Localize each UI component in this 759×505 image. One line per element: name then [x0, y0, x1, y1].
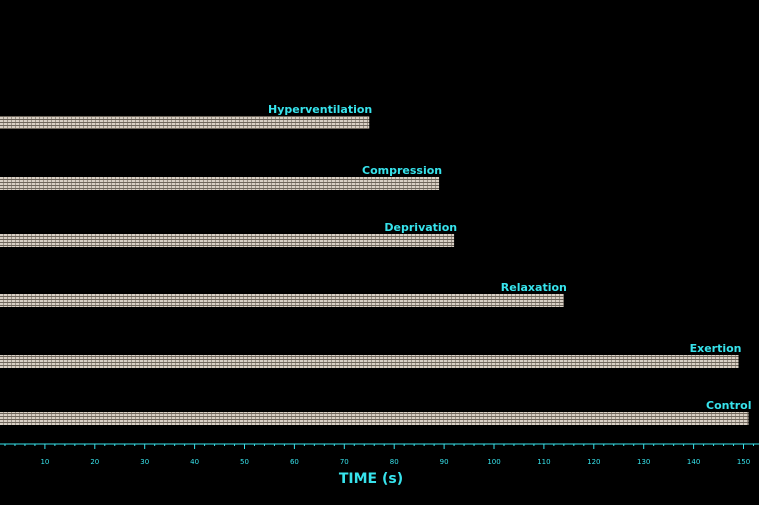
x-tick-label-100: 100 [487, 458, 500, 466]
x-axis: 10 20 30 40 50 60 70 80 90 100 110 120 130 140 150 [0, 443, 759, 466]
bar-compression [0, 177, 440, 190]
bar-control [0, 412, 749, 425]
category-label-hyperventilation: Hyperventilation [268, 103, 372, 116]
x-tick-label-90: 90 [440, 458, 449, 466]
bars-layer [0, 116, 749, 425]
category-label-compression: Compression [362, 164, 442, 177]
bar-deprivation [0, 234, 455, 247]
x-tick-label-50: 50 [240, 458, 249, 466]
x-tick-label-70: 70 [340, 458, 349, 466]
category-label-control: Control [706, 399, 751, 412]
x-tick-label-40: 40 [190, 458, 199, 466]
x-tick-label-140: 140 [687, 458, 700, 466]
category-labels: Hyperventilation Compression Deprivation Re… [268, 103, 751, 412]
x-tick-label-20: 20 [90, 458, 99, 466]
x-tick-label-80: 80 [390, 458, 399, 466]
x-tick-label-60: 60 [290, 458, 299, 466]
bar-relaxation [0, 294, 564, 307]
bar-exertion [0, 355, 739, 368]
x-tick-label-10: 10 [40, 458, 49, 466]
bar-hyperventilation [0, 116, 370, 129]
x-tick-label-130: 130 [637, 458, 650, 466]
x-axis-title: TIME (s) [339, 471, 403, 487]
category-label-deprivation: Deprivation [384, 221, 457, 234]
x-tick-label-120: 120 [587, 458, 600, 466]
category-label-exertion: Exertion [690, 342, 742, 355]
x-tick-label-150: 150 [737, 458, 750, 466]
category-label-relaxation: Relaxation [501, 281, 567, 294]
x-tick-label-30: 30 [140, 458, 149, 466]
x-tick-label-110: 110 [537, 458, 550, 466]
